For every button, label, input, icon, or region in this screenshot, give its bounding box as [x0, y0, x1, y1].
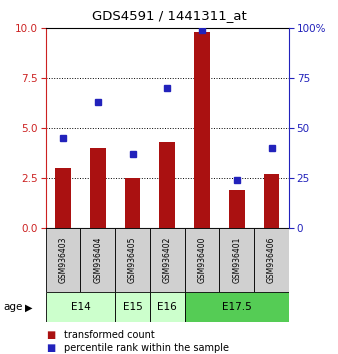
Bar: [194, 32, 210, 228]
Text: ■: ■: [46, 343, 55, 353]
FancyBboxPatch shape: [46, 228, 80, 292]
FancyBboxPatch shape: [80, 228, 115, 292]
Text: GSM936404: GSM936404: [93, 237, 102, 284]
Text: GSM936400: GSM936400: [198, 237, 207, 284]
Bar: [160, 142, 175, 228]
Text: GSM936405: GSM936405: [128, 237, 137, 284]
Text: GSM936401: GSM936401: [232, 237, 241, 284]
Bar: [125, 178, 140, 228]
FancyBboxPatch shape: [46, 292, 115, 322]
Text: E14: E14: [71, 302, 90, 312]
FancyBboxPatch shape: [185, 292, 289, 322]
FancyBboxPatch shape: [219, 228, 254, 292]
Bar: [264, 174, 280, 228]
FancyBboxPatch shape: [185, 228, 219, 292]
Text: ■: ■: [46, 330, 55, 339]
Text: E16: E16: [158, 302, 177, 312]
Text: GSM936403: GSM936403: [58, 237, 68, 284]
Text: percentile rank within the sample: percentile rank within the sample: [64, 343, 229, 353]
FancyBboxPatch shape: [115, 292, 150, 322]
FancyBboxPatch shape: [150, 228, 185, 292]
Bar: [229, 190, 245, 228]
Text: age: age: [3, 302, 23, 312]
Text: ▶: ▶: [25, 302, 33, 312]
Bar: [55, 169, 71, 228]
Bar: [90, 148, 105, 228]
FancyBboxPatch shape: [115, 228, 150, 292]
Text: E17.5: E17.5: [222, 302, 252, 312]
Text: GSM936402: GSM936402: [163, 237, 172, 284]
FancyBboxPatch shape: [150, 292, 185, 322]
Text: E15: E15: [123, 302, 142, 312]
Text: GDS4591 / 1441311_at: GDS4591 / 1441311_at: [92, 9, 246, 22]
Text: GSM936406: GSM936406: [267, 237, 276, 284]
FancyBboxPatch shape: [254, 228, 289, 292]
Text: transformed count: transformed count: [64, 330, 155, 339]
